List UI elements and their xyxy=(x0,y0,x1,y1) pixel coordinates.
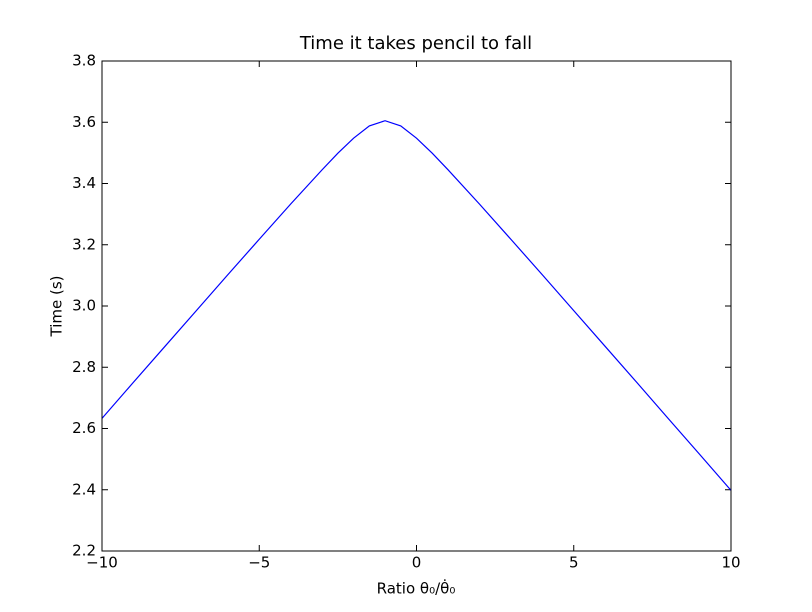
x-tick-label: 5 xyxy=(569,554,579,572)
y-tick-label: 2.6 xyxy=(72,419,96,437)
y-tick-label: 3.8 xyxy=(72,52,96,70)
y-tick-label: 2.8 xyxy=(72,358,96,376)
y-tick-label: 3.0 xyxy=(72,297,96,315)
y-tick-label: 3.6 xyxy=(72,113,96,131)
y-tick-label: 3.2 xyxy=(72,235,96,253)
y-axis-label: Time (s) xyxy=(48,276,66,338)
y-tick-label: 3.4 xyxy=(72,174,96,192)
chart-title: Time it takes pencil to fall xyxy=(299,33,532,54)
y-tick-label: 2.2 xyxy=(72,542,96,560)
x-tick-label: 0 xyxy=(412,554,422,572)
x-axis-label: Ratio θ₀/θ̇₀ xyxy=(377,579,456,598)
plot-frame xyxy=(101,60,732,552)
line-series xyxy=(101,120,732,491)
x-tick-label: −10 xyxy=(86,554,118,572)
x-tick-label: 10 xyxy=(721,554,740,572)
x-tick-label: −5 xyxy=(248,554,270,572)
y-tick-label: 2.4 xyxy=(72,480,96,498)
